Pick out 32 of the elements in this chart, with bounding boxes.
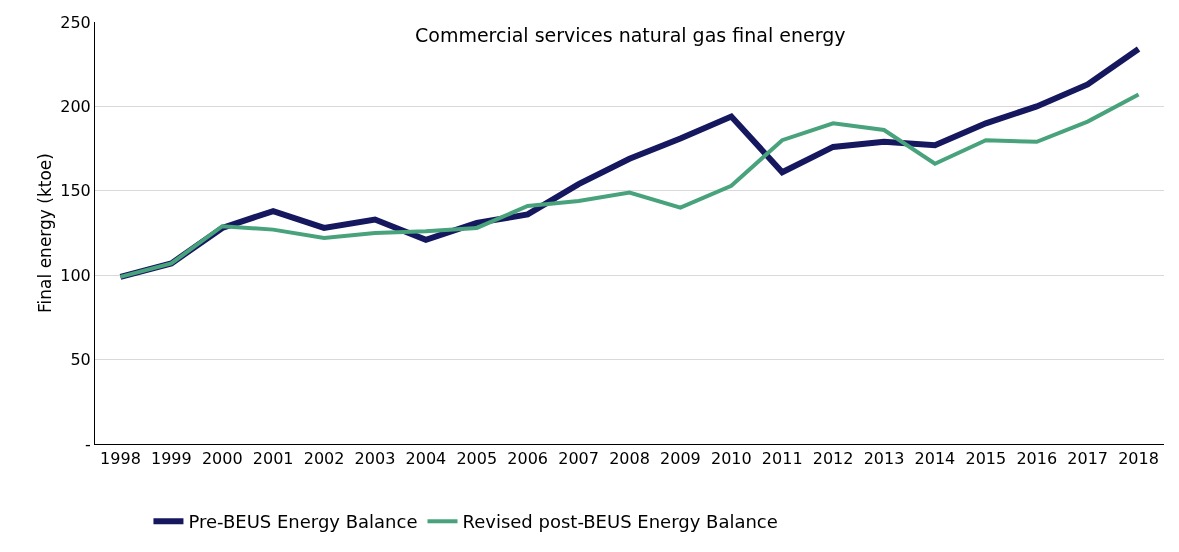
x-tick-label: 2000 (201, 449, 243, 469)
y-tick-label: - (85, 434, 91, 454)
x-tick-label: 2005 (456, 449, 498, 469)
x-tick-label: 2011 (761, 449, 803, 469)
x-tick-label: 2013 (863, 449, 905, 469)
x-tick-label: 1999 (151, 449, 192, 469)
x-tick-label: 2014 (914, 449, 956, 469)
y-tick-label: 50 (70, 350, 91, 370)
x-tick-label: 2002 (303, 449, 345, 469)
x-tick-label: 2003 (354, 449, 396, 469)
x-tick-label: 2017 (1067, 449, 1108, 469)
y-axis-title: Final energy (ktoe) (35, 153, 55, 313)
x-tick-label: 2008 (609, 449, 650, 469)
x-tick-label: 2004 (405, 449, 447, 469)
y-tick-label: 100 (60, 265, 91, 285)
y-tick-label: 150 (60, 181, 91, 201)
x-tick-label: 2018 (1118, 449, 1159, 469)
chart-title: Commercial services natural gas final energy (415, 24, 846, 46)
x-tick-label: 2006 (507, 449, 549, 469)
line-series (118, 92, 1141, 279)
legend-label: Revised post-BEUS Energy Balance (462, 511, 778, 533)
x-tick-label: 2016 (1016, 449, 1058, 469)
x-tick-label: 1998 (100, 449, 141, 469)
x-tick-label: 2010 (710, 449, 752, 469)
y-tick-label: 250 (60, 12, 91, 32)
x-tick-label: 2009 (660, 449, 701, 469)
x-tick-label: 2007 (558, 449, 599, 469)
legend-label: Pre-BEUS Energy Balance (188, 511, 418, 533)
x-tick-label: 2001 (252, 449, 294, 469)
y-tick-label: 200 (60, 97, 91, 116)
x-tick-label: 2015 (965, 449, 1007, 469)
x-tick-label: 2012 (812, 449, 854, 469)
